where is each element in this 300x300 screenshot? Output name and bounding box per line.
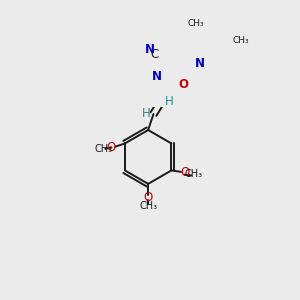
- Text: CH₃: CH₃: [187, 19, 204, 28]
- Text: O: O: [180, 166, 190, 179]
- Text: N: N: [152, 70, 162, 83]
- Text: O: O: [178, 79, 189, 92]
- Text: N: N: [145, 43, 155, 56]
- Text: CH₃: CH₃: [184, 169, 202, 179]
- Text: N: N: [195, 57, 205, 70]
- Text: H: H: [142, 106, 150, 119]
- Text: O: O: [107, 141, 116, 154]
- Text: H: H: [165, 95, 174, 108]
- Text: O: O: [143, 191, 153, 204]
- Text: CH₃: CH₃: [232, 36, 249, 45]
- Text: C: C: [151, 48, 159, 61]
- Text: CH₃: CH₃: [139, 201, 157, 211]
- Text: CH₃: CH₃: [94, 144, 112, 154]
